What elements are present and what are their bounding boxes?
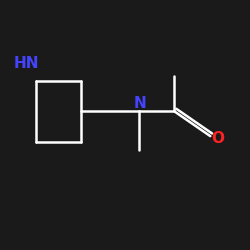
Text: N: N	[134, 96, 146, 112]
Text: HN: HN	[13, 56, 39, 71]
Text: O: O	[211, 131, 224, 146]
